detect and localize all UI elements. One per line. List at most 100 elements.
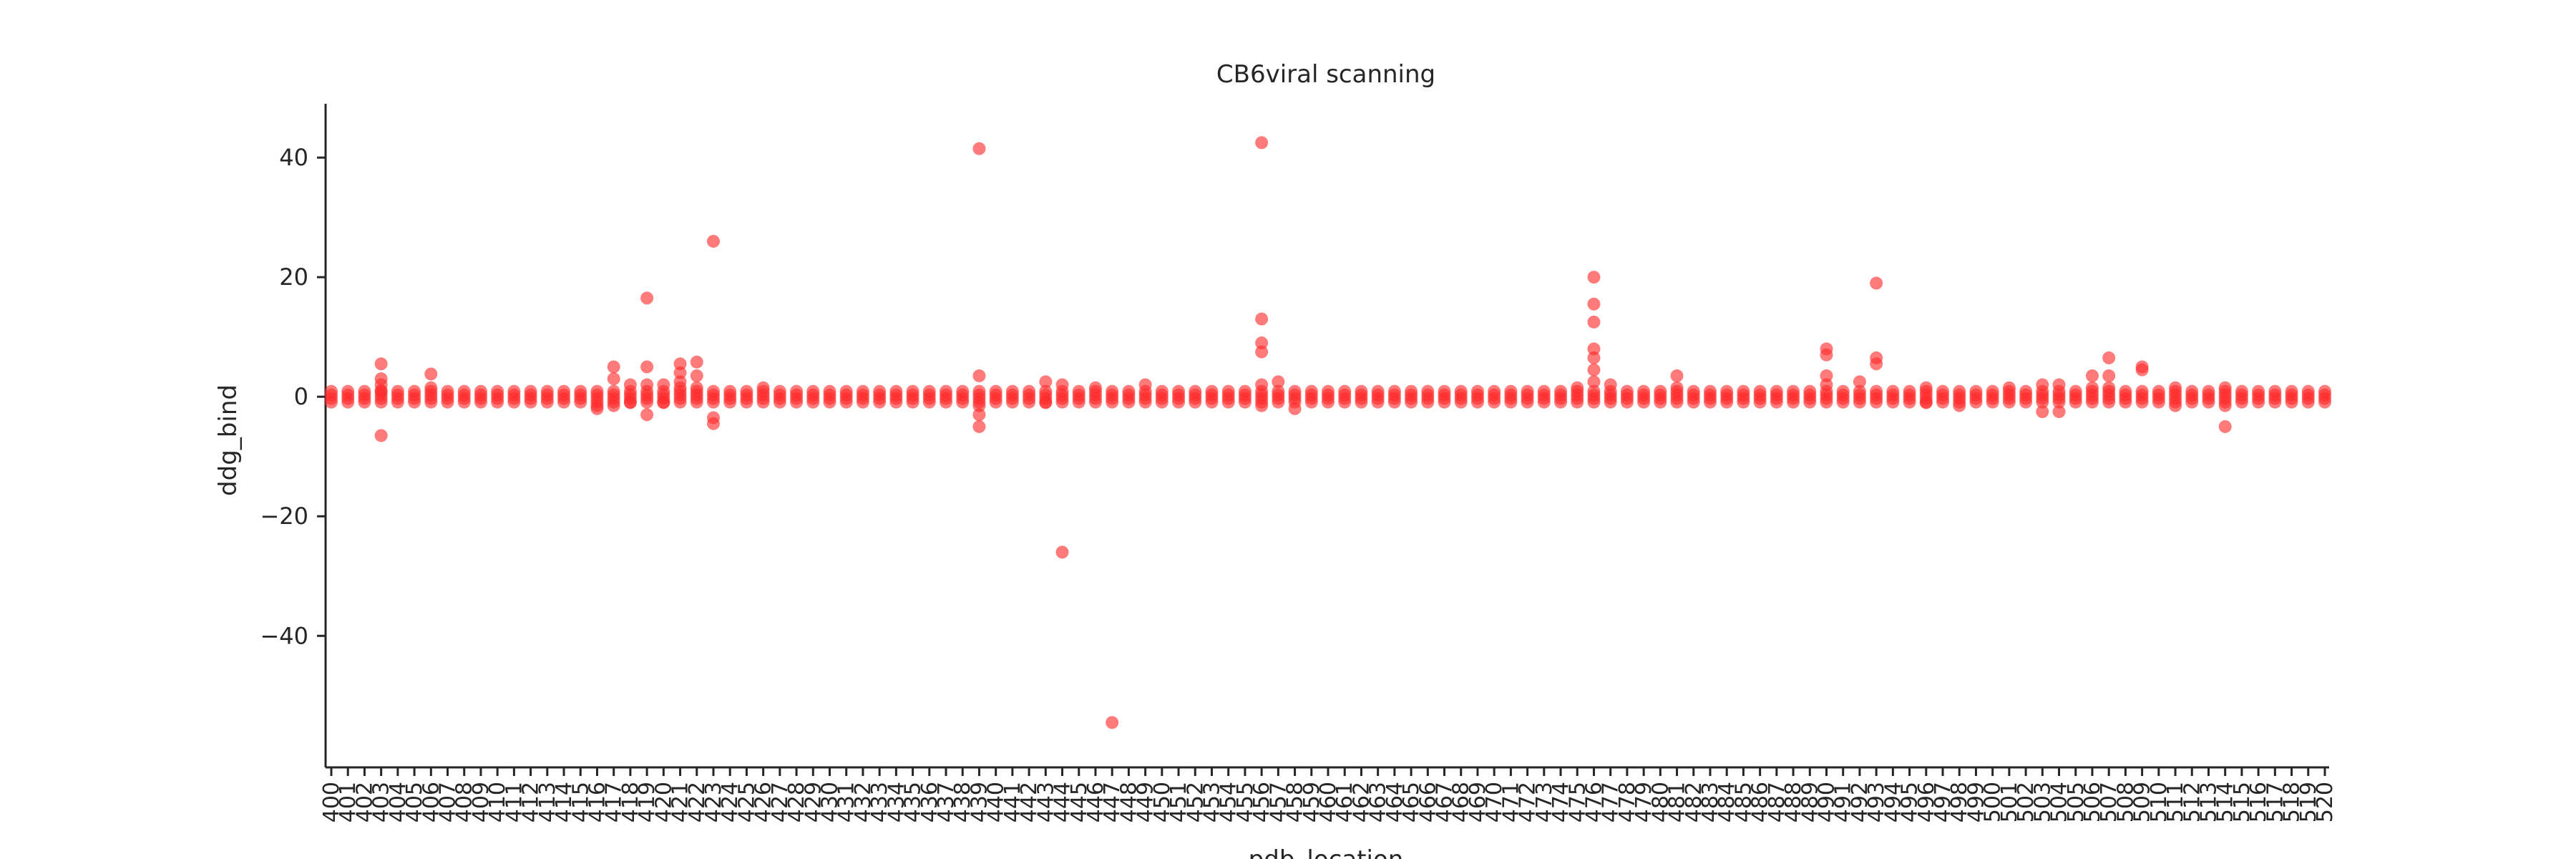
data-point [889,395,903,409]
data-point [1172,395,1186,409]
data-point [673,366,687,379]
data-point [1106,395,1119,409]
data-point [2135,395,2149,409]
data-point [1870,276,1883,290]
data-point [1504,395,1518,409]
x-tick-label: 474 [1548,782,1574,822]
x-tick-label: 439 [967,782,992,822]
x-tick-label: 415 [568,782,593,822]
x-tick-label: 453 [1199,782,1224,822]
x-tick-label: 427 [768,782,793,822]
data-point [507,395,521,409]
data-point [2102,395,2116,409]
data-point [1836,395,1850,409]
data-point [657,378,670,392]
x-tick-label: 409 [469,782,494,822]
x-tick-label: 461 [1332,782,1357,822]
x-tick-label: 469 [1465,782,1491,822]
data-point [1670,395,1684,409]
data-point [1055,395,1069,409]
data-point [2301,395,2315,409]
x-tick-label: 507 [2097,782,2122,822]
x-tick-label: 482 [1682,782,1707,822]
x-tick-label: 447 [1100,782,1125,822]
y-axis-label: ddg_bind [214,384,243,496]
x-tick-label: 426 [751,782,776,822]
x-tick-label: 500 [1981,782,2006,822]
data-point [1670,369,1684,382]
data-point [1055,378,1069,392]
data-point [424,367,438,381]
data-point [2036,405,2049,419]
data-point [1919,381,1933,394]
data-point [2202,395,2215,409]
data-point [1770,395,1783,409]
data-point [1488,395,1501,409]
x-tick-label: 418 [618,782,643,822]
data-point [1787,395,1800,409]
x-tick-label: 457 [1266,782,1291,822]
data-point [1886,395,1900,409]
x-tick-label: 442 [1017,782,1042,822]
data-point [806,395,820,409]
data-point [524,395,537,409]
data-point [557,395,571,409]
data-point [1288,402,1302,415]
data-point [1322,395,1335,409]
x-tick-label: 512 [2180,782,2205,822]
data-point [2102,381,2116,394]
data-point [690,355,703,369]
x-tick-label: 422 [685,782,710,822]
x-tick-label: 436 [917,782,942,822]
x-tick-label: 478 [1615,782,1640,822]
x-tick-label: 441 [1000,782,1025,822]
x-tick-label: 433 [867,782,892,822]
data-point [374,384,388,397]
chart-title: CB6viral scanning [1216,60,1435,89]
data-point [2169,381,2182,394]
x-tick-label: 501 [1997,782,2022,822]
x-tick-label: 406 [419,782,444,822]
data-point [474,395,487,409]
y-axis-ticks: −40 −20 0 20 40 [260,144,326,649]
data-point [1155,395,1169,409]
data-point [1720,395,1734,409]
data-point [1604,378,1617,392]
data-point [657,396,670,409]
data-point [1189,395,1202,409]
data-point [2052,405,2066,419]
x-tick-label: 432 [851,782,876,822]
data-point [607,372,620,386]
x-tick-label: 443 [1033,782,1058,822]
data-point [1138,395,1152,409]
data-point [706,395,720,409]
data-point [1122,395,1136,409]
data-point [1870,395,1883,409]
data-point [325,395,338,409]
data-point [2218,399,2232,412]
data-point [391,395,404,409]
x-tick-label: 497 [1931,782,1956,822]
x-tick-label: 462 [1349,782,1374,822]
x-tick-label: 423 [701,782,726,822]
x-tick-label: 408 [452,782,477,822]
data-point [1355,395,1368,409]
data-point [2052,395,2066,409]
x-tick-label: 513 [2196,782,2221,822]
data-point [1088,381,1102,394]
x-tick-label: 452 [1183,782,1208,822]
data-point [540,395,554,409]
x-tick-label: 494 [1880,782,1906,822]
data-point [1272,375,1285,389]
x-tick-label: 460 [1316,782,1341,822]
x-tick-label: 431 [834,782,859,822]
data-point [491,395,504,409]
data-point [856,395,869,409]
data-point [1737,395,1750,409]
data-point [1587,342,1601,356]
data-point [1072,395,1085,409]
data-point [972,142,986,155]
x-tick-label: 492 [1848,782,1873,822]
x-tick-label: 517 [2263,782,2288,822]
x-tick-label: 502 [2014,782,2039,822]
